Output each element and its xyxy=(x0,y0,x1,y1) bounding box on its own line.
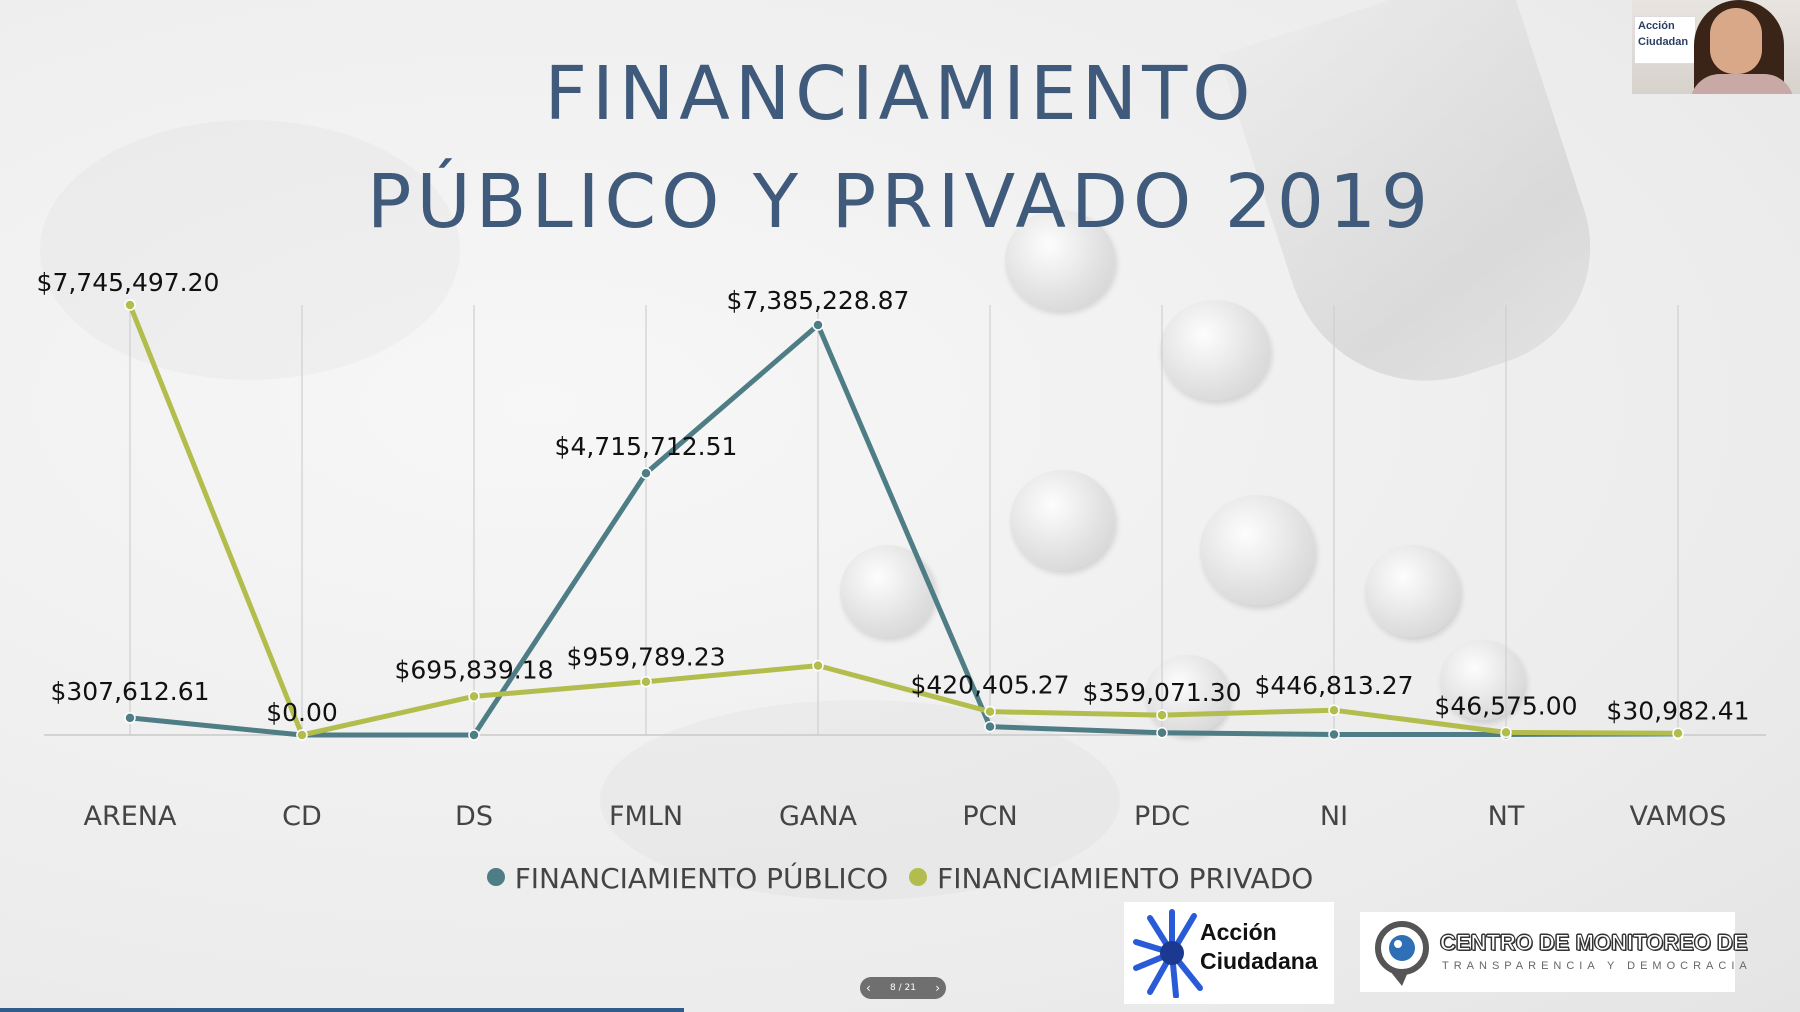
chart-gridlines xyxy=(129,305,1679,735)
coin-background xyxy=(1365,545,1460,637)
x-tick-nt: NT xyxy=(1488,801,1525,832)
data-point-privado-arena xyxy=(124,299,136,311)
legend-label-privado: FINANCIAMIENTO PRIVADO xyxy=(937,862,1314,895)
data-point-privado-ni xyxy=(1328,704,1340,716)
x-tick-pcn: PCN xyxy=(962,801,1017,832)
webcam-overlay: Acción Ciudadan xyxy=(1632,0,1800,94)
x-tick-cd: CD xyxy=(282,801,322,832)
series-line-privado xyxy=(127,304,1679,738)
previous-slide-button[interactable]: ‹ xyxy=(866,981,871,995)
x-axis-tick-labels: ARENA CD DS FMLN GANA PCN PDC NI NT VAMOS xyxy=(84,801,1727,832)
coin-background xyxy=(1160,300,1270,400)
data-label-privado-vamos: $30,982.41 xyxy=(1606,696,1749,725)
coin-background xyxy=(1440,640,1525,720)
legend-dot-publico-icon xyxy=(486,868,505,886)
data-label-publico-gana: $7,385,228.87 xyxy=(727,286,910,315)
chart-series xyxy=(124,299,1684,741)
chart-legend: FINANCIAMIENTO PÚBLICO FINANCIAMIENTO PR… xyxy=(0,862,1800,895)
coin-background xyxy=(1200,495,1315,605)
chart-data-labels: $307,612.61 $0.00 $4,715,712.51 $7,385,228.… xyxy=(37,268,1750,727)
accion-ciudadana-burst-icon xyxy=(1133,909,1203,998)
title-line-1: FINANCIAMIENTO xyxy=(544,51,1256,137)
data-point-publico-gana xyxy=(812,319,824,331)
data-point-publico-fmln xyxy=(640,467,652,479)
data-point-publico-pdc xyxy=(1156,727,1168,739)
data-point-privado-pcn xyxy=(984,705,996,718)
x-tick-ni: NI xyxy=(1320,801,1348,832)
data-label-privado-pcn: $420,405.27 xyxy=(910,671,1069,700)
coin-background xyxy=(1005,210,1115,310)
legend-item-privado: FINANCIAMIENTO PRIVADO xyxy=(909,862,1313,895)
data-point-publico-arena xyxy=(124,712,136,724)
x-tick-ds: DS xyxy=(455,801,493,832)
x-tick-pdc: PDC xyxy=(1134,801,1190,832)
series-line-publico xyxy=(129,322,1679,738)
legend-dot-privado-icon xyxy=(909,868,928,886)
data-point-privado-pdc xyxy=(1156,709,1168,721)
data-point-publico-ds xyxy=(468,729,480,741)
x-tick-arena: ARENA xyxy=(84,801,177,832)
coin-background xyxy=(1010,470,1115,570)
data-point-privado-gana xyxy=(812,659,824,672)
accion-ciudadana-logo-line-1: Acción xyxy=(1200,919,1277,945)
slide-title: FINANCIAMIENTO PÚBLICO Y PRIVADO 2019 xyxy=(0,40,1800,256)
title-line-2: PÚBLICO Y PRIVADO 2019 xyxy=(366,159,1434,245)
accion-ciudadana-logo: Acción Ciudadana xyxy=(1124,902,1334,1004)
legend-item-publico: FINANCIAMIENTO PÚBLICO xyxy=(486,862,889,895)
data-point-privado-ds xyxy=(468,690,480,703)
centro-monitoreo-logo-line-1: CENTRO DE MONITOREO DE xyxy=(1440,930,1749,956)
webcam-badge-line-1: Acción xyxy=(1638,20,1675,32)
centro-monitoreo-logo-line-2: TRANSPARENCIA Y DEMOCRACIA xyxy=(1442,960,1752,972)
webcam-badge-line-2: Ciudadan xyxy=(1638,36,1689,48)
slide-navigation: ‹ 8 / 21 › xyxy=(860,977,946,999)
centro-monitoreo-logo: CENTRO DE MONITOREO DE TRANSPARENCIA Y D… xyxy=(1360,912,1748,992)
coin-background xyxy=(1145,655,1230,735)
data-label-privado-nt: $46,575.00 xyxy=(1434,691,1577,720)
legend-label-publico: FINANCIAMIENTO PÚBLICO xyxy=(514,862,889,895)
x-tick-gana: GANA xyxy=(779,801,858,832)
data-label-publico-fmln: $4,715,712.51 xyxy=(555,432,738,461)
data-label-publico-cd: $0.00 xyxy=(266,698,338,727)
accion-ciudadana-logo-line-2: Ciudadana xyxy=(1200,948,1318,974)
data-label-privado-arena: $7,745,497.20 xyxy=(37,268,220,297)
data-label-publico-arena: $307,612.61 xyxy=(50,677,209,706)
data-point-publico-pcn xyxy=(984,720,996,733)
data-label-privado-fmln: $959,789.23 xyxy=(566,643,725,672)
centro-monitoreo-eye-icon xyxy=(1375,921,1429,986)
data-point-privado-nt xyxy=(1500,726,1512,739)
data-label-privado-ds: $695,839.18 xyxy=(394,655,553,684)
x-tick-fmln: FMLN xyxy=(609,801,683,832)
data-point-privado-cd xyxy=(296,729,308,741)
data-label-privado-pdc: $359,071.30 xyxy=(1082,678,1241,707)
webcam-person-face xyxy=(1710,8,1762,74)
presentation-progress-bar xyxy=(0,1008,684,1012)
data-label-privado-ni: $446,813.27 xyxy=(1254,671,1413,700)
data-point-privado-fmln xyxy=(640,675,652,688)
data-point-publico-ni xyxy=(1328,728,1340,741)
webcam-person-shirt xyxy=(1690,74,1794,94)
next-slide-button[interactable]: › xyxy=(935,981,940,995)
slide-counter: 8 / 21 xyxy=(890,983,916,993)
data-point-privado-vamos xyxy=(1672,727,1684,740)
x-tick-vamos: VAMOS xyxy=(1630,801,1727,832)
webcam-badge: Acción Ciudadan xyxy=(1634,16,1696,64)
